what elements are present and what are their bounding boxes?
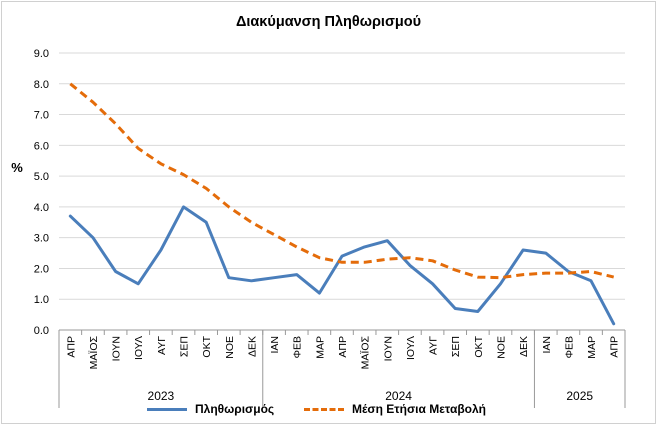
y-tick-label: 6.0 [34, 140, 49, 152]
x-tick-label: ΜΑΡ [586, 336, 598, 359]
legend: Πληθωρισμός Μέση Ετήσια Μεταβολή [2, 402, 655, 420]
y-tick-label: 9.0 [34, 48, 49, 60]
series-line-inflation [68, 205, 616, 326]
x-tick-label: ΦΕΒ [292, 336, 304, 358]
y-tick-label: 5.0 [34, 171, 49, 183]
x-tick-label: ΟΚΤ [473, 335, 485, 357]
x-tick-label: ΜΑΡ [314, 336, 326, 359]
year-label: 2023 [148, 389, 175, 403]
x-tick-label: ΔΕΚ [246, 336, 258, 357]
x-tick-label: ΑΥΓ [428, 336, 440, 355]
x-tick-label: ΣΕΠ [450, 336, 462, 357]
x-tick-label: ΑΠΡ [65, 336, 77, 358]
y-axis-label: % [11, 160, 23, 175]
y-tick-label: 8.0 [34, 79, 49, 91]
x-tick-label: ΝΟΕ [495, 336, 507, 359]
y-tick-label: 1.0 [34, 294, 49, 306]
x-tick-label: ΔΕΚ [518, 336, 530, 357]
x-tick-label: ΣΕΠ [179, 336, 191, 357]
year-label: 2025 [566, 389, 593, 403]
legend-label-average: Μέση Ετήσια Μεταβολή [352, 402, 486, 416]
series-line-average [69, 82, 615, 280]
x-tick-label: ΜΑΪΟΣ [88, 335, 100, 369]
x-tick-label: ΙΟΥΛ [405, 336, 417, 360]
x-tick-label: ΝΟΕ [224, 336, 236, 359]
x-tick-label: ΑΠΡ [337, 336, 349, 358]
legend-item-average: Μέση Ετήσια Μεταβολή [304, 402, 486, 416]
y-tick-label: 7.0 [34, 110, 49, 122]
y-tick-label: 0.0 [34, 325, 49, 337]
x-tick-label: ΑΥΓ [156, 336, 168, 355]
x-tick-label: ΟΚΤ [201, 335, 213, 357]
chart-title: Διακύμανση Πληθωρισμού [235, 14, 422, 30]
legend-swatch-inflation [147, 407, 187, 411]
y-tick-label: 3.0 [34, 233, 49, 245]
y-tick-label: 2.0 [34, 263, 49, 275]
legend-swatch-average [304, 407, 344, 411]
x-tick-label: ΙΑΝ [541, 336, 553, 354]
x-tick-label: ΙΟΥΝ [111, 336, 123, 361]
x-tick-label: ΦΕΒ [563, 336, 575, 358]
x-tick-label: ΙΟΥΝ [382, 336, 394, 361]
x-tick-label: ΙΑΝ [269, 336, 281, 354]
x-tick-label: ΜΑΪΟΣ [360, 335, 372, 369]
x-tick-label: ΑΠΡ [609, 336, 621, 358]
x-tick-label: ΙΟΥΛ [133, 336, 145, 360]
legend-label-inflation: Πληθωρισμός [195, 402, 275, 416]
y-tick-label: 4.0 [34, 202, 49, 214]
year-label: 2024 [385, 389, 412, 403]
legend-item-inflation: Πληθωρισμός [147, 402, 274, 416]
